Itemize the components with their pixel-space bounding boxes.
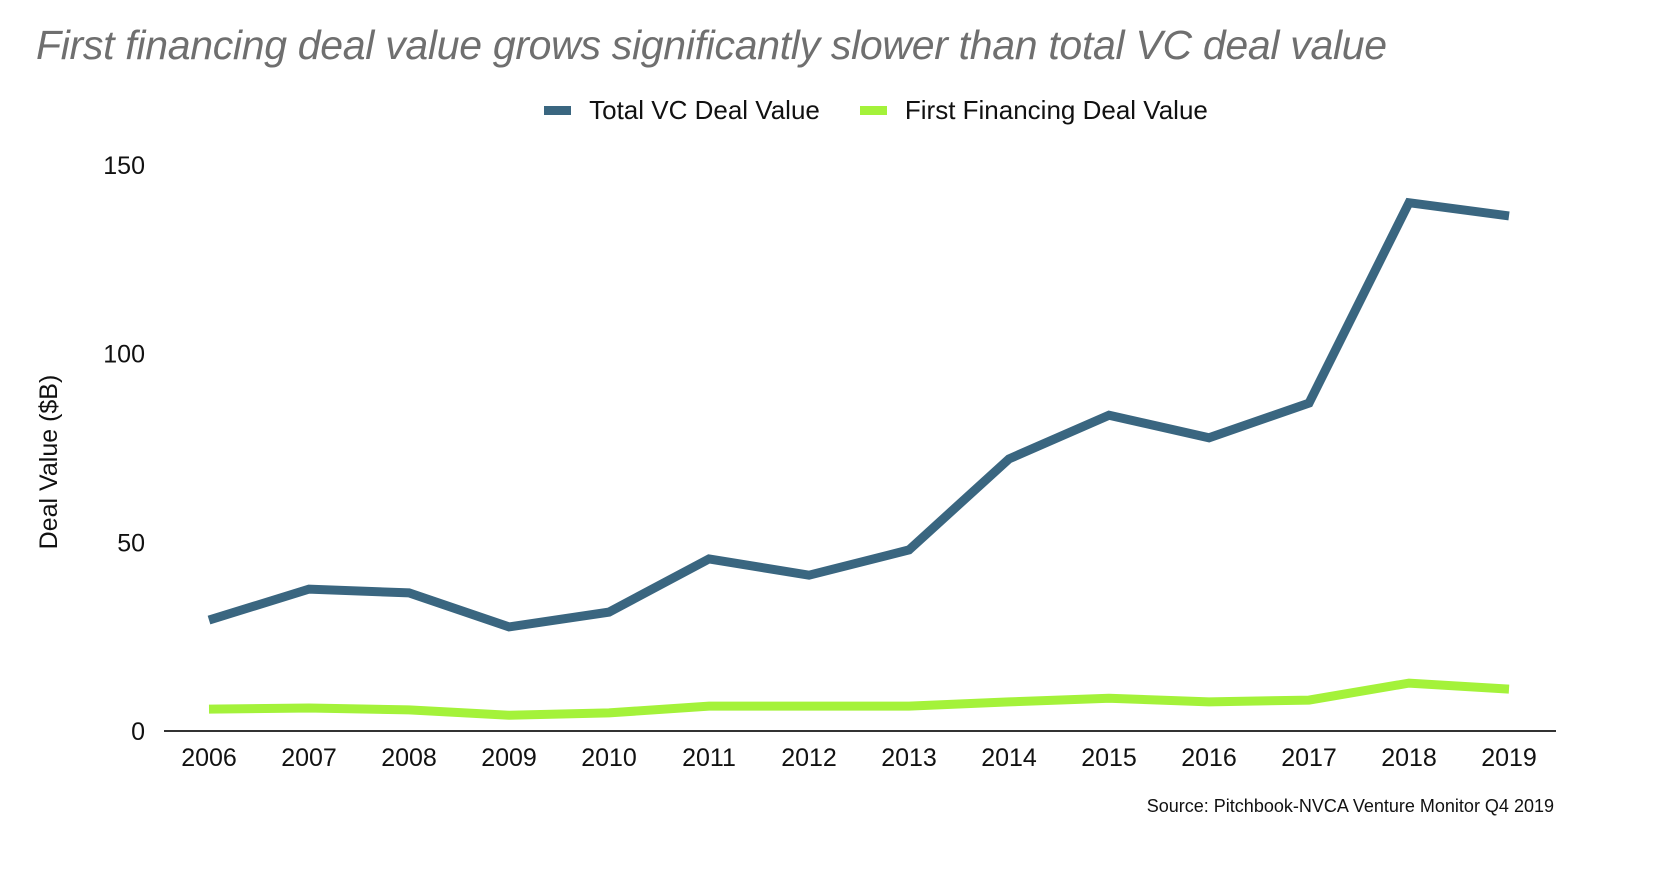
x-tick-label: 2008 bbox=[381, 744, 437, 772]
series-lines bbox=[207, 197, 1510, 720]
axes: 0 50 100 150 2006 2007 2008 2009 2010 2011 2012 201… bbox=[35, 152, 1556, 772]
series-line-total-vc bbox=[207, 197, 1510, 632]
legend-label-first-financing: First Financing Deal Value bbox=[904, 95, 1208, 125]
x-tick-label: 2012 bbox=[781, 744, 837, 772]
x-tick-label: 2007 bbox=[281, 744, 337, 772]
y-tick-label: 100 bbox=[103, 341, 145, 369]
y-axis-label: Deal Value ($B) bbox=[35, 375, 63, 550]
series-line-first-financing bbox=[208, 678, 1510, 720]
x-tick-label: 2019 bbox=[1481, 744, 1537, 772]
legend-item-first-financing: First Financing Deal Value bbox=[859, 95, 1208, 126]
x-tick-label: 2013 bbox=[881, 744, 937, 772]
chart-title: First financing deal value grows signifi… bbox=[36, 22, 1387, 68]
x-tick-label: 2006 bbox=[181, 744, 237, 772]
legend-label-total-vc: Total VC Deal Value bbox=[589, 95, 820, 125]
source-note: Source: Pitchbook-NVCA Venture Monitor Q… bbox=[1146, 796, 1554, 816]
y-tick-label: 50 bbox=[117, 529, 145, 557]
x-tick-label: 2017 bbox=[1281, 744, 1337, 772]
y-tick-label: 0 bbox=[131, 718, 145, 746]
legend-item-total-vc: Total VC Deal Value bbox=[544, 95, 820, 126]
x-tick-label: 2011 bbox=[682, 744, 736, 772]
x-tick-label: 2010 bbox=[581, 744, 637, 772]
legend-swatch-total-vc bbox=[544, 106, 572, 115]
legend-swatch-first-financing bbox=[859, 106, 887, 115]
x-tick-label: 2018 bbox=[1381, 744, 1437, 772]
x-tick-label: 2009 bbox=[481, 744, 537, 772]
x-tick-label: 2014 bbox=[981, 744, 1037, 772]
legend: Total VC Deal Value First Financing Deal… bbox=[0, 95, 1672, 126]
x-tick-label: 2015 bbox=[1081, 744, 1137, 772]
x-tick-label: 2016 bbox=[1181, 744, 1237, 772]
y-tick-label: 150 bbox=[103, 152, 145, 180]
